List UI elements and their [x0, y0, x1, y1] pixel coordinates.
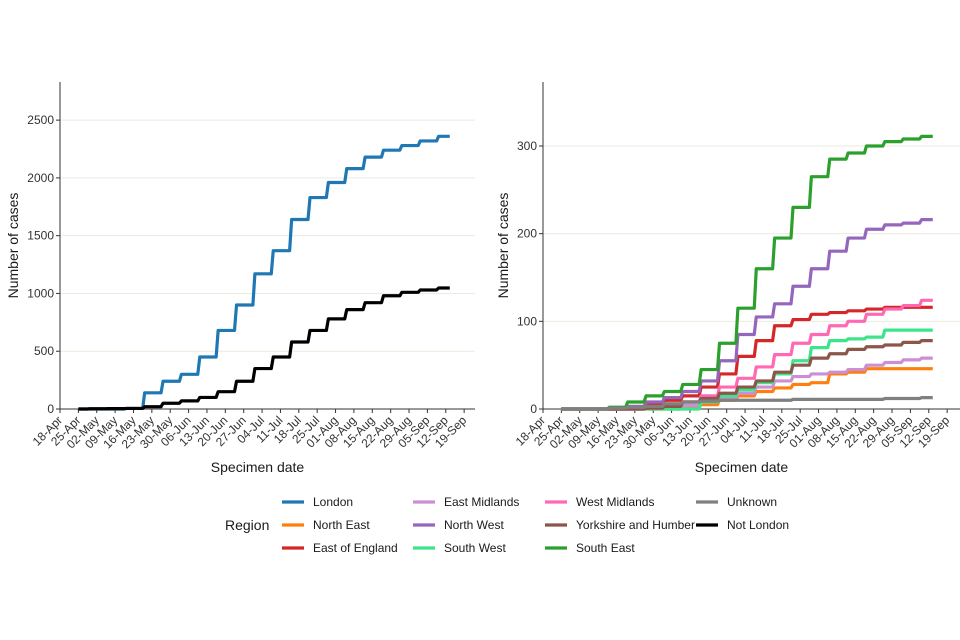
x-axis-title: Specimen date [211, 459, 305, 475]
y-tick-label: 300 [517, 139, 537, 153]
legend-label: London [313, 495, 353, 509]
y-tick-label: 100 [517, 314, 537, 328]
right-panel: 010020030018-Apr25-Apr02-May09-May16-May… [495, 82, 960, 475]
legend-label: North West [444, 518, 504, 532]
x-axis-title: Specimen date [695, 459, 789, 475]
series-line-london [78, 134, 450, 411]
y-axis-title: Number of cases [5, 193, 21, 299]
legend-label: West Midlands [576, 495, 654, 509]
y-tick-label: 1500 [27, 229, 54, 243]
legend-title: Region [225, 517, 269, 533]
y-tick-label: 2000 [27, 171, 54, 185]
series-line-not-london [78, 286, 450, 411]
legend-label: Not London [727, 518, 789, 532]
y-tick-label: 500 [34, 344, 54, 358]
legend-label: Yorkshire and Humber [576, 518, 695, 532]
y-tick-label: 200 [517, 227, 537, 241]
y-tick-label: 0 [47, 402, 54, 416]
legend-label: East of England [313, 541, 398, 555]
legend-label: East Midlands [444, 495, 519, 509]
legend-label: South East [576, 541, 635, 555]
legend: Region London North East East of England Eas… [225, 495, 789, 555]
series-line-unknown [561, 396, 933, 411]
y-tick-label: 0 [530, 402, 537, 416]
left-panel: 0500100015002000250018-Apr25-Apr02-May09… [5, 82, 475, 475]
y-tick-label: 2500 [27, 113, 54, 127]
legend-label: Unknown [727, 495, 777, 509]
y-tick-label: 1000 [27, 286, 54, 300]
legend-label: North East [313, 518, 370, 532]
y-axis-title: Number of cases [495, 193, 511, 299]
legend-label: South West [444, 541, 506, 555]
